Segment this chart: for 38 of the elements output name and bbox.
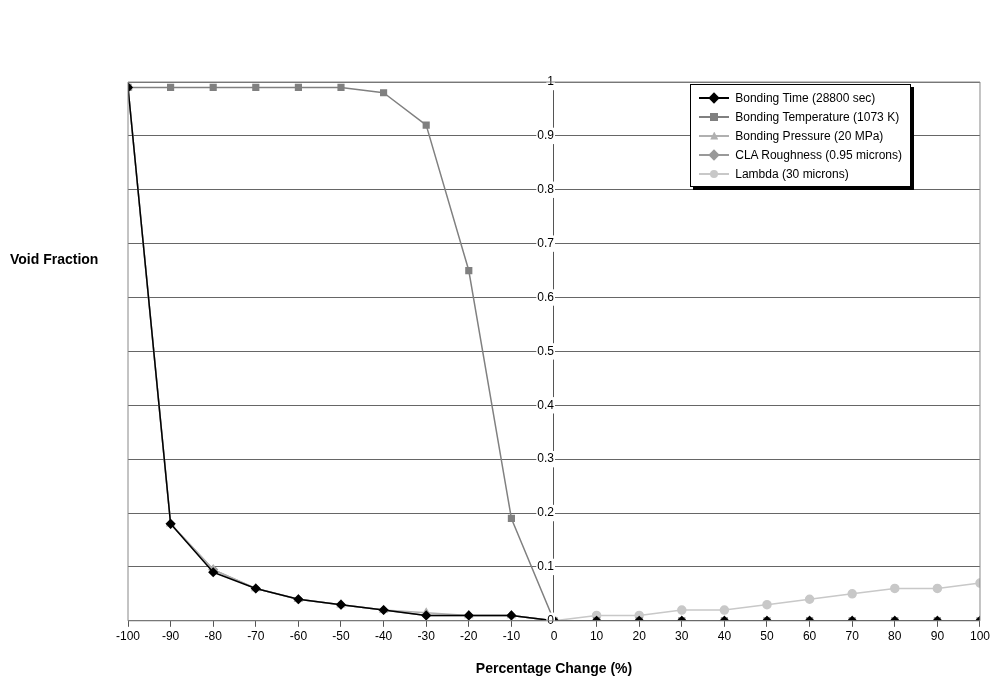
y-tick-label: 0.1 <box>537 559 555 574</box>
y-tick-label: 0.5 <box>537 343 555 358</box>
y-tick-label: 0.2 <box>537 505 555 520</box>
x-tick-label: -80 <box>204 629 223 644</box>
x-tick-label: 100 <box>969 629 991 644</box>
y-tick-label: 0.9 <box>537 128 555 143</box>
y-tick-label: 1 <box>547 74 555 89</box>
legend-label: Lambda (30 microns) <box>735 166 849 181</box>
y-tick-label: 0.6 <box>537 289 555 304</box>
legend-label: Bonding Temperature (1073 K) <box>735 109 900 124</box>
x-tick-label: -10 <box>502 629 521 644</box>
x-tick-label: -30 <box>417 629 436 644</box>
x-tick-label: 20 <box>632 629 647 644</box>
y-tick-label: 0.7 <box>537 235 555 250</box>
legend-label: CLA Roughness (0.95 microns) <box>735 147 902 162</box>
y-tick-label: 0.8 <box>537 182 555 197</box>
x-tick-label: -100 <box>115 629 141 644</box>
x-tick-label: 50 <box>760 629 774 644</box>
x-tick-label: 40 <box>717 629 732 644</box>
x-tick-label: -60 <box>289 629 308 644</box>
x-tick-label: -70 <box>247 629 265 644</box>
y-tick-label: 0 <box>547 613 555 628</box>
x-tick-label: -20 <box>460 629 478 644</box>
y-axis-title: Void Fraction <box>10 251 99 267</box>
x-tick-label: 70 <box>845 629 860 644</box>
x-tick-label: -50 <box>332 629 350 644</box>
y-tick-label: 0.4 <box>537 397 555 412</box>
y-tick-label: 0.3 <box>537 451 555 466</box>
x-tick-label: -90 <box>161 629 180 644</box>
x-tick-label: 10 <box>589 629 604 644</box>
x-tick-label: 60 <box>802 629 817 644</box>
x-tick-label: 90 <box>930 629 945 644</box>
legend-label: Bonding Pressure (20 MPa) <box>735 128 884 143</box>
x-tick-label: 80 <box>888 629 902 644</box>
x-axis-title: Percentage Change (%) <box>475 660 633 677</box>
x-tick-label: 30 <box>675 629 689 644</box>
x-tick-label: -40 <box>374 629 393 644</box>
legend-label: Bonding Time (28800 sec) <box>735 90 876 105</box>
